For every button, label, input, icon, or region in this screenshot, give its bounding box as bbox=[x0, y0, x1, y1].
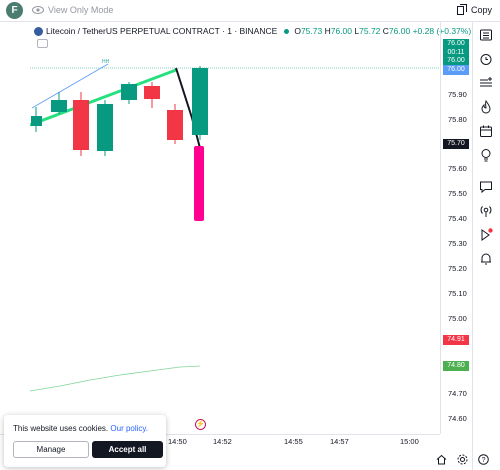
candle bbox=[121, 82, 137, 104]
user-avatar[interactable]: F bbox=[6, 2, 23, 19]
price-label: 75.30 bbox=[448, 239, 467, 248]
indicator-line bbox=[30, 365, 201, 392]
corner-controls: ? bbox=[436, 452, 489, 465]
play-notification-icon[interactable] bbox=[478, 227, 494, 243]
time-label: 15:00 bbox=[400, 437, 419, 446]
time-label: 14:52 bbox=[213, 437, 232, 446]
cookie-text: This website uses cookies. bbox=[13, 424, 109, 433]
price-tag-close: 76.00 bbox=[443, 56, 469, 66]
copy-label: Copy bbox=[470, 4, 492, 15]
time-label: 14:55 bbox=[284, 437, 303, 446]
price-tag-line: 76.00 bbox=[443, 65, 469, 75]
right-toolbar bbox=[472, 22, 500, 470]
candle bbox=[51, 92, 67, 114]
lightning-icon[interactable]: ⚡ bbox=[195, 419, 206, 430]
price-label: 75.10 bbox=[448, 289, 467, 298]
flame-icon[interactable] bbox=[478, 99, 494, 115]
price-tag-last: 76.00 bbox=[443, 39, 469, 49]
chat-icon[interactable] bbox=[478, 179, 494, 195]
green-trendline bbox=[30, 68, 177, 127]
blue-trendline bbox=[31, 63, 109, 109]
candle bbox=[167, 104, 183, 144]
copy-button[interactable]: Copy bbox=[456, 4, 492, 15]
policy-link[interactable]: Our policy. bbox=[110, 424, 149, 433]
eye-icon bbox=[32, 6, 44, 14]
countdown-tag: 00:11 bbox=[443, 48, 469, 58]
price-tag-green: 74.80 bbox=[443, 361, 469, 371]
candle bbox=[73, 92, 89, 156]
legend-collapse-button[interactable] bbox=[37, 39, 48, 48]
view-only-label: View Only Mode bbox=[48, 5, 114, 15]
price-label: 75.20 bbox=[448, 264, 467, 273]
price-label: 74.60 bbox=[448, 414, 467, 423]
lightbulb-icon[interactable] bbox=[478, 147, 494, 163]
add-list-icon[interactable] bbox=[478, 75, 494, 91]
price-chart[interactable]: HH bbox=[30, 22, 440, 434]
help-icon[interactable]: ? bbox=[478, 452, 489, 465]
litecoin-icon bbox=[34, 26, 43, 36]
price-tag-red: 74.91 bbox=[443, 335, 469, 345]
candle bbox=[194, 146, 204, 221]
copy-icon bbox=[456, 4, 467, 15]
price-label: 75.90 bbox=[448, 90, 467, 99]
alarm-clock-icon[interactable] bbox=[478, 51, 494, 67]
accept-all-button[interactable]: Accept all bbox=[92, 441, 163, 458]
broadcast-icon[interactable] bbox=[478, 203, 494, 219]
candle bbox=[97, 100, 113, 156]
hh-annotation: HH bbox=[102, 59, 110, 65]
symbol-title[interactable]: Litecoin / TetherUS PERPETUAL CONTRACT ·… bbox=[46, 26, 278, 36]
time-label: 14:57 bbox=[330, 437, 349, 446]
symbol-legend: Litecoin / TetherUS PERPETUAL CONTRACT ·… bbox=[34, 26, 471, 36]
price-label: 75.60 bbox=[448, 164, 467, 173]
top-bar: F View Only Mode Copy bbox=[0, 0, 500, 22]
candle bbox=[192, 66, 208, 140]
price-label: 75.50 bbox=[448, 189, 467, 198]
price-label: 74.70 bbox=[448, 389, 467, 398]
settings-icon[interactable] bbox=[457, 452, 468, 465]
candle bbox=[144, 82, 160, 108]
calendar-icon[interactable] bbox=[478, 123, 494, 139]
home-icon[interactable] bbox=[436, 452, 447, 465]
ohlc-values: O75.73 H76.00 L75.72 C76.00 +0.28 (+0.37… bbox=[294, 26, 472, 36]
price-label: 75.40 bbox=[448, 214, 467, 223]
cookie-banner: This website uses cookies. Our policy. M… bbox=[4, 415, 166, 467]
watchlist-icon[interactable] bbox=[478, 27, 494, 43]
candle bbox=[31, 107, 42, 132]
price-label: 75.00 bbox=[448, 314, 467, 323]
time-label: 14:50 bbox=[168, 437, 187, 446]
market-status-icon bbox=[284, 28, 290, 34]
view-only-mode: View Only Mode bbox=[32, 5, 113, 15]
price-label: 75.80 bbox=[448, 115, 467, 124]
bell-icon[interactable] bbox=[478, 251, 494, 267]
manage-button[interactable]: Manage bbox=[13, 441, 89, 458]
price-tag-crosshair: 75.70 bbox=[443, 139, 469, 149]
svg-text:?: ? bbox=[482, 457, 486, 464]
time-axis[interactable] bbox=[0, 434, 440, 448]
price-axis[interactable] bbox=[440, 22, 470, 434]
cookie-message: This website uses cookies. Our policy. bbox=[13, 424, 148, 433]
